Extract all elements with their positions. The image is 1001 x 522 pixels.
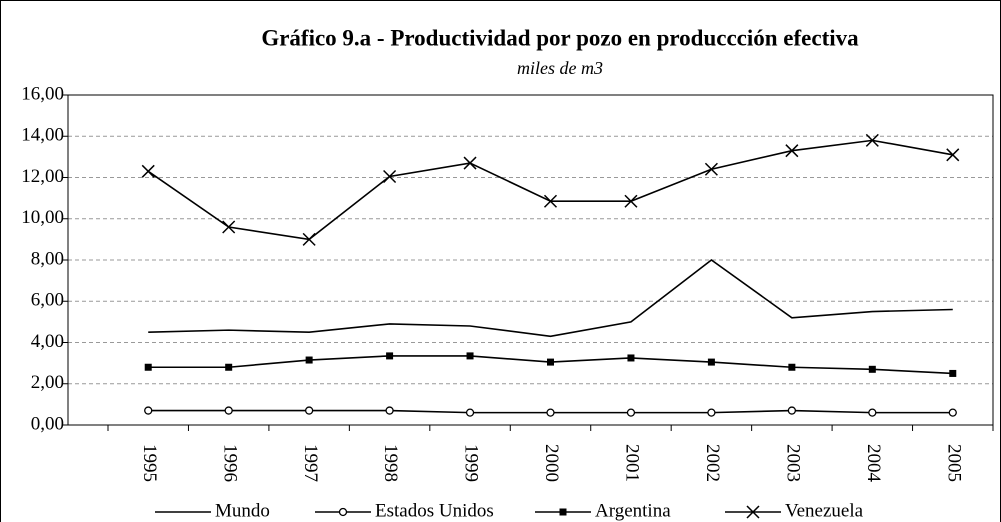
point — [707, 358, 715, 366]
y-tick-label: 4,00 — [31, 331, 64, 352]
y-tick-label: 10,00 — [21, 207, 64, 228]
point — [788, 363, 796, 371]
point — [543, 194, 558, 208]
series-line — [148, 259, 953, 338]
point — [547, 358, 554, 366]
x-tick-label: 2004 — [863, 444, 884, 483]
y-tick-label: 8,00 — [31, 248, 64, 269]
x-tick-label: 2000 — [541, 444, 562, 482]
legend-label: Estados Unidos — [375, 500, 494, 521]
point — [304, 406, 314, 415]
point — [949, 369, 957, 377]
point — [386, 352, 394, 360]
x-tick-label: 1998 — [380, 444, 401, 482]
point — [546, 408, 555, 417]
point — [302, 232, 316, 246]
point — [466, 352, 474, 360]
point — [338, 507, 348, 517]
chart-title: Gráfico 9.a - Productividad por pozo en … — [261, 25, 859, 50]
y-tick-label: 12,00 — [21, 166, 64, 187]
point — [948, 408, 957, 417]
x-tick-label: 1997 — [300, 444, 321, 482]
point — [787, 406, 797, 415]
x-tick-label: 1996 — [219, 444, 240, 482]
point — [946, 148, 960, 162]
point — [746, 505, 760, 519]
point — [465, 408, 475, 417]
plot-area — [67, 94, 994, 426]
point — [225, 363, 233, 371]
point — [144, 406, 153, 415]
x-tick-label: 2001 — [622, 444, 643, 482]
point — [559, 508, 567, 516]
point — [141, 164, 155, 178]
chart-subtitle: miles de m3 — [517, 58, 603, 78]
y-tick-label: 14,00 — [21, 125, 64, 146]
point — [222, 220, 236, 234]
x-tick-label: 2005 — [943, 444, 964, 482]
y-tick-label: 16,00 — [21, 83, 64, 104]
y-tick-label: 0,00 — [31, 413, 64, 434]
point — [868, 408, 877, 417]
point — [463, 156, 477, 170]
point — [305, 356, 313, 364]
point — [624, 194, 638, 208]
x-tick-label: 1995 — [139, 444, 160, 482]
x-tick-label: 1999 — [461, 444, 482, 482]
point — [385, 406, 394, 415]
point — [865, 133, 879, 147]
legend-label: Mundo — [215, 500, 270, 521]
point — [868, 365, 876, 373]
x-tick-label: 2003 — [783, 444, 804, 482]
x-tick-label: 2002 — [702, 444, 723, 482]
point — [785, 144, 799, 158]
y-tick-label: 2,00 — [31, 372, 64, 393]
point — [626, 408, 636, 417]
point — [627, 354, 635, 362]
legend-label: Argentina — [595, 500, 671, 521]
point — [707, 408, 716, 417]
point — [224, 406, 233, 415]
y-tick-label: 6,00 — [31, 290, 64, 311]
point — [144, 363, 152, 371]
legend-label: Venezuela — [785, 500, 864, 521]
point — [383, 169, 397, 183]
point — [704, 162, 718, 176]
